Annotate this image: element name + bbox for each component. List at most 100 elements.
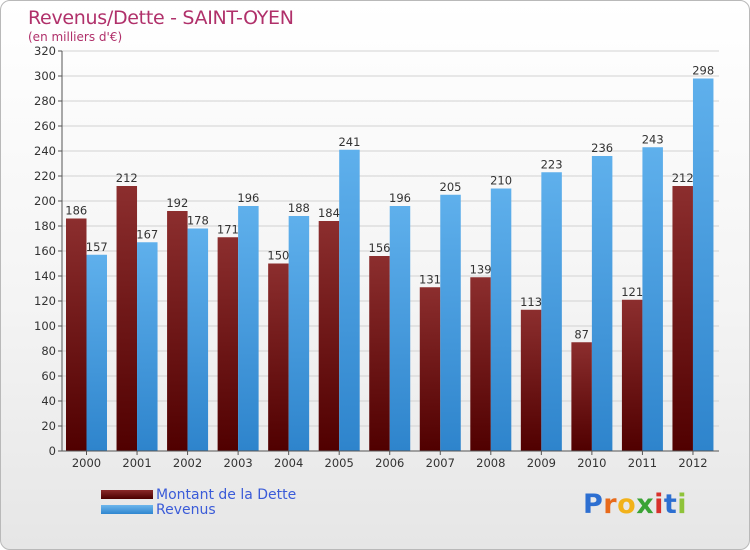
y-tick-label: 140 [34,269,56,283]
bar-dette [621,299,643,451]
x-tick-label: 2011 [628,456,657,470]
data-label-revenus: 196 [389,191,411,205]
x-tick-label: 2003 [223,456,252,470]
legend-label-revenus: Revenus [156,502,216,518]
data-label-dette: 121 [621,285,643,299]
y-tick-label: 80 [41,344,56,358]
logo-letter: i [654,489,664,520]
logo-letter: P [583,489,604,520]
data-label-revenus: 210 [490,174,512,188]
x-tick-label: 2001 [122,456,151,470]
data-label-dette: 131 [419,272,441,286]
bar-revenus [490,188,512,451]
y-tick-label: 280 [34,94,56,108]
data-label-revenus: 298 [692,64,714,78]
logo-letter: t [663,489,678,520]
legend-swatch-revenus [101,505,153,514]
x-tick-label: 2006 [375,456,404,470]
bar-dette [419,287,441,451]
y-tick-label: 200 [34,194,56,208]
data-label-dette: 186 [65,204,87,218]
y-tick-label: 40 [41,394,56,408]
y-tick-label: 300 [34,69,56,83]
data-label-dette: 192 [166,196,188,210]
bar-dette [66,218,87,451]
bar-dette [672,186,693,451]
x-tick-label: 2008 [476,456,505,470]
data-label-dette: 212 [116,171,138,185]
y-tick-label: 320 [34,44,56,58]
bar-revenus [591,156,613,451]
data-label-revenus: 223 [541,157,563,171]
data-label-revenus: 196 [237,191,259,205]
x-tick-label: 2012 [678,456,707,470]
bar-revenus [137,242,158,451]
x-tick-label: 2004 [274,456,303,470]
bar-revenus [238,206,259,451]
data-label-revenus: 205 [440,180,462,194]
logo-letter: x [636,489,655,520]
logo-letter: i [677,489,688,520]
data-label-dette: 184 [318,206,340,220]
bar-dette [167,211,188,451]
axes: 0 20 40 60 80 100 120 140 160 180 200 220 240 260 280 3… [34,44,719,470]
data-label-revenus: 167 [136,227,158,241]
data-label-dette: 139 [470,262,492,276]
bar-revenus [86,254,107,451]
y-tick-label: 20 [41,419,56,433]
x-tick-label: 2010 [577,456,606,470]
x-tick-label: 2005 [325,456,354,470]
y-tick-label: 100 [34,319,56,333]
data-label-revenus: 236 [591,141,613,155]
x-tick-label: 2009 [527,456,556,470]
bar-revenus [440,194,461,451]
bar-revenus [187,228,209,451]
bar-dette [470,277,491,451]
bar-revenus [642,147,663,451]
bar-dette [318,221,340,451]
bar-dette [217,237,239,451]
bar-revenus [541,172,562,451]
y-tick-label: 240 [34,144,56,158]
data-label-dette: 113 [520,295,542,309]
bar-revenus [692,78,714,451]
bar-dette [116,186,138,451]
data-label-revenus: 241 [338,135,360,149]
proxiti-logo: Proxiti [583,489,687,520]
bar-dette [369,256,390,451]
bar-revenus [339,149,360,451]
bar-dette [571,342,592,451]
bar-revenus [288,216,310,451]
data-label-revenus: 243 [642,132,664,146]
x-tick-label: 2000 [72,456,101,470]
chart-subtitle: (en milliers d'€) [28,30,123,44]
y-tick-label: 180 [34,219,56,233]
x-tick-label: 2002 [173,456,202,470]
data-label-dette: 171 [217,222,239,236]
data-label-revenus: 157 [86,240,108,254]
data-labels: 186 157 212 167 192 178 171 196 150 188 184 241 156 1… [65,64,714,342]
legend-label-dette: Montant de la Dette [156,487,297,503]
y-tick-label: 160 [34,244,56,258]
bar-dette [520,309,542,451]
data-label-dette: 150 [267,249,289,263]
x-tick-label: 2007 [426,456,455,470]
data-label-revenus: 188 [288,201,310,215]
bar-revenus [389,206,411,451]
bar-dette [268,263,289,451]
y-tick-label: 120 [34,294,56,308]
y-tick-label: 0 [49,444,56,458]
chart-title: Revenus/Dette - SAINT-OYEN [28,7,294,29]
bars [66,78,714,451]
logo-letter: r [603,489,618,520]
logo-letter: o [617,489,637,520]
data-label-revenus: 178 [187,214,209,228]
data-label-dette: 212 [672,171,694,185]
legend-swatch-dette [101,490,153,499]
y-tick-label: 60 [41,369,56,383]
data-label-dette: 87 [574,327,589,341]
data-label-dette: 156 [369,241,391,255]
y-tick-label: 220 [34,169,56,183]
